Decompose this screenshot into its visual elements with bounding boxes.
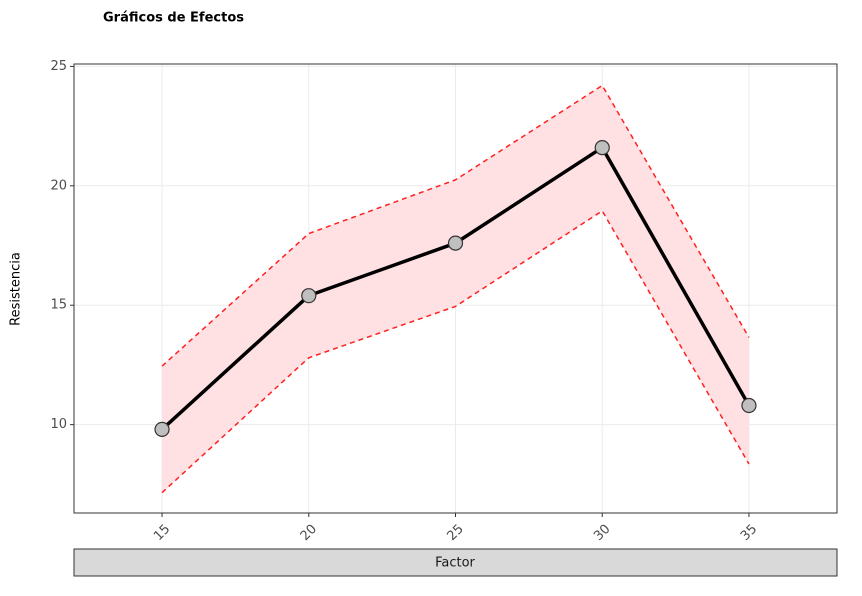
point bbox=[154, 421, 170, 438]
x-tick-label: 20 bbox=[298, 522, 320, 544]
y-tick-label: 10 bbox=[50, 417, 67, 432]
x-tick-label: 25 bbox=[444, 522, 466, 544]
panel-border bbox=[73, 63, 838, 514]
y-tick-label: 25 bbox=[50, 59, 67, 74]
facet-strip bbox=[73, 548, 838, 577]
point bbox=[741, 397, 757, 414]
point bbox=[301, 288, 317, 304]
point bbox=[594, 139, 610, 156]
y-tick-label: 15 bbox=[50, 298, 67, 313]
chart-title: Gráficos de Efectos bbox=[103, 11, 244, 26]
lower-bound bbox=[161, 209, 750, 494]
confidence-band bbox=[162, 85, 749, 493]
point bbox=[447, 235, 464, 251]
y-tick-label: 20 bbox=[50, 178, 67, 193]
x-tick-label: 30 bbox=[591, 522, 613, 544]
y-axis-label: Resistencia bbox=[9, 252, 24, 326]
x-tick-label: 15 bbox=[151, 522, 173, 544]
upper-bound bbox=[161, 84, 750, 367]
x-tick-label: 35 bbox=[738, 522, 760, 544]
x-axis-label: Factor bbox=[435, 556, 475, 571]
